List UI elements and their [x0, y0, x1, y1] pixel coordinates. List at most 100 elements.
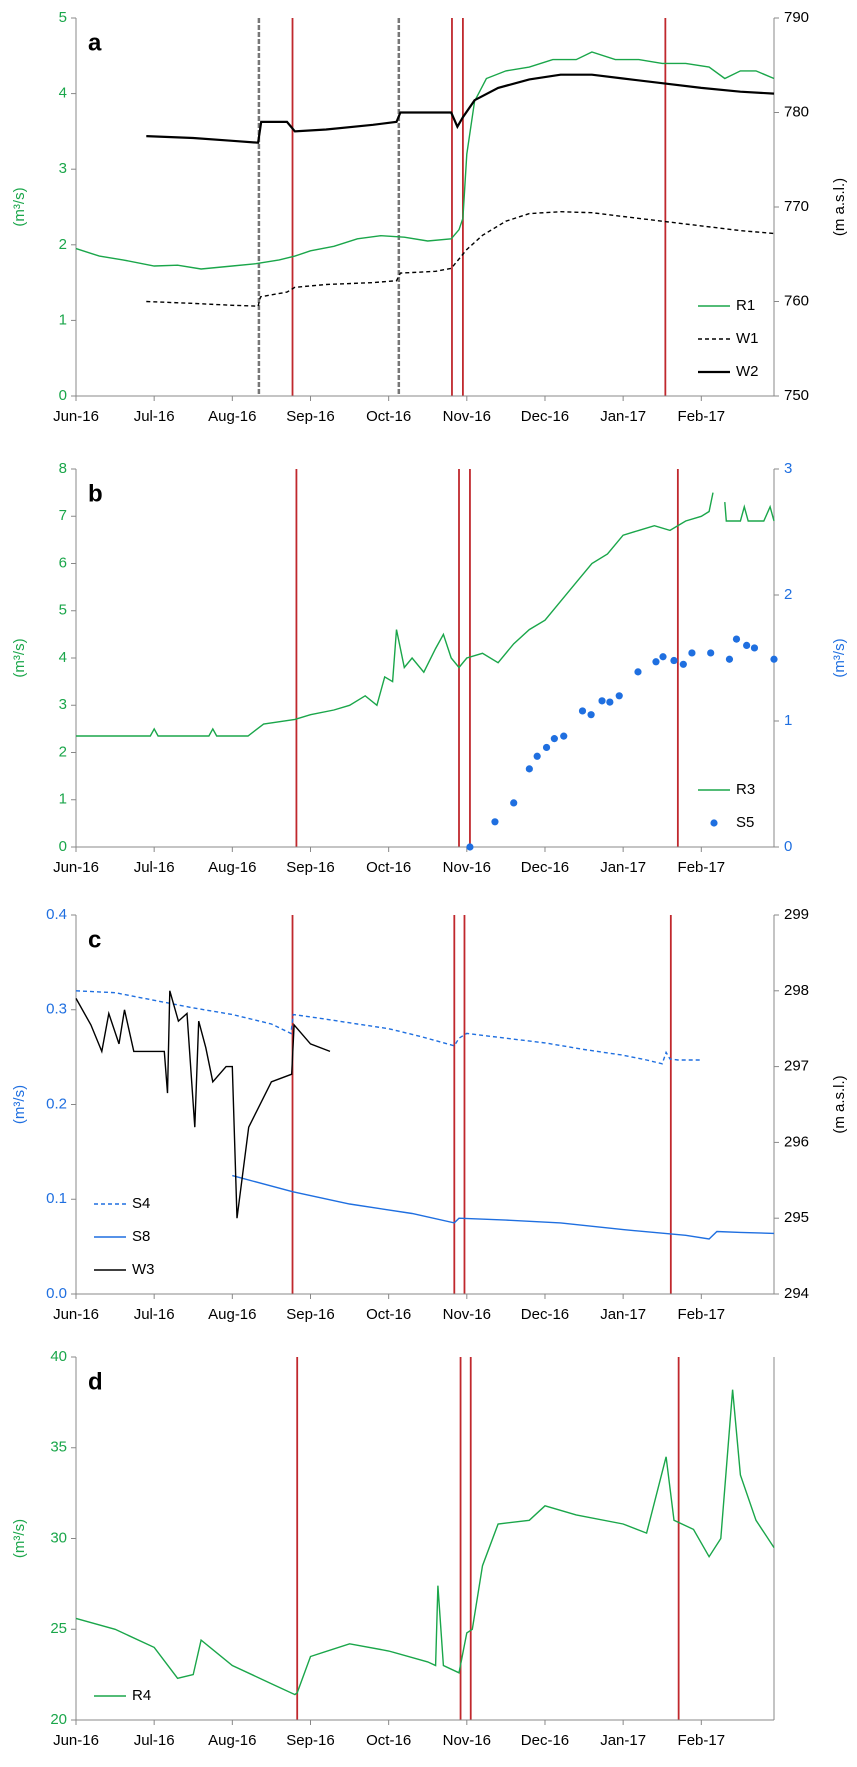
- data-point: [688, 649, 696, 657]
- y2-tick-label: 295: [784, 1209, 809, 1226]
- y-tick-label: 0.0: [46, 1285, 67, 1302]
- data-point: [598, 697, 606, 705]
- y2-tick-label: 294: [784, 1285, 809, 1302]
- x-tick-label: Dec-16: [521, 408, 569, 425]
- panel: 0 1 2 3 4 5 750 760 770 780 790 Jun-16 Jul-16 Aug-16 S…: [11, 9, 848, 425]
- y2-tick-label: 297: [784, 1058, 809, 1075]
- y-tick-label: 5: [59, 602, 67, 619]
- legend-label: W1: [736, 330, 759, 347]
- data-point: [634, 668, 642, 676]
- x-tick-label: Nov-16: [443, 859, 491, 876]
- x-tick-label: Jul-16: [134, 408, 175, 425]
- x-tick-label: Aug-16: [208, 408, 256, 425]
- legend-label: W3: [132, 1261, 155, 1278]
- y2-tick-label: 298: [784, 982, 809, 999]
- data-point: [725, 655, 734, 663]
- data-point: [743, 641, 751, 650]
- x-tick-label: Aug-16: [208, 1306, 256, 1323]
- x-tick-label: Oct-16: [366, 859, 411, 876]
- y2-tick-label: 780: [784, 103, 809, 120]
- data-point: [750, 644, 759, 652]
- data-point: [770, 655, 778, 663]
- series-line: [724, 502, 775, 522]
- data-point: [659, 653, 667, 661]
- x-tick-label: Oct-16: [366, 1306, 411, 1323]
- x-tick-label: Dec-16: [521, 859, 569, 876]
- y-tick-label: 2: [59, 236, 67, 253]
- x-tick-label: Nov-16: [443, 1306, 491, 1323]
- y-tick-label: 8: [59, 460, 67, 477]
- y-tick-label: 0: [59, 838, 67, 855]
- y-tick-label: 0.4: [46, 906, 67, 923]
- y2-axis-title: (m a.s.l.): [831, 178, 848, 236]
- y-tick-label: 0: [59, 387, 67, 404]
- y-tick-label: 1: [59, 791, 67, 808]
- data-point: [606, 698, 614, 706]
- y-tick-label: 20: [50, 1711, 67, 1728]
- data-point: [542, 743, 551, 752]
- y2-tick-label: 750: [784, 387, 809, 404]
- series-line: [75, 1389, 775, 1696]
- data-point: [615, 692, 623, 700]
- y-axis-title: (m³/s): [11, 187, 28, 226]
- legend-label: S5: [736, 814, 754, 831]
- y-tick-label: 25: [50, 1620, 67, 1637]
- x-tick-label: Nov-16: [443, 1732, 491, 1749]
- data-point: [679, 660, 687, 668]
- legend-marker: [710, 819, 718, 827]
- y-tick-label: 0.3: [46, 1001, 67, 1018]
- x-tick-label: Jun-16: [53, 408, 99, 425]
- data-point: [652, 658, 660, 666]
- x-tick-label: Jul-16: [134, 1306, 175, 1323]
- x-tick-label: Jul-16: [134, 1732, 175, 1749]
- panel: 20 25 30 35 40 Jun-16 Jul-16 Aug-16 Sep-16 Oct-16…: [11, 1348, 775, 1749]
- y-tick-label: 3: [59, 696, 67, 713]
- data-point: [587, 711, 595, 719]
- panel-letter: b: [88, 480, 103, 507]
- legend-label: W2: [736, 363, 759, 380]
- x-tick-label: Dec-16: [521, 1732, 569, 1749]
- panel-letter: d: [88, 1368, 103, 1395]
- x-tick-label: Feb-17: [678, 1732, 726, 1749]
- data-point: [578, 707, 587, 715]
- y-tick-label: 3: [59, 160, 67, 177]
- y-tick-label: 0.1: [46, 1190, 67, 1207]
- data-point: [670, 656, 678, 665]
- x-tick-label: Sep-16: [286, 859, 334, 876]
- data-point: [560, 732, 568, 740]
- data-point: [510, 799, 518, 807]
- data-point: [732, 635, 741, 643]
- series-line: [75, 51, 775, 270]
- data-point: [491, 818, 499, 826]
- x-tick-label: Aug-16: [208, 1732, 256, 1749]
- legend-label: R4: [132, 1687, 151, 1704]
- y-axis-title: (m³/s): [11, 1085, 28, 1124]
- y-tick-label: 35: [50, 1439, 67, 1456]
- y2-tick-label: 0: [784, 838, 792, 855]
- panel-letter: a: [88, 29, 102, 56]
- x-tick-label: Jan-17: [600, 408, 646, 425]
- panel: 0.0 0.1 0.2 0.3 0.4 294 295 296 297 298 299 Jun-16 J…: [11, 906, 848, 1323]
- y2-tick-label: 2: [784, 586, 792, 603]
- y2-tick-label: 760: [784, 292, 809, 309]
- y-tick-label: 7: [59, 507, 67, 524]
- series-line: [146, 73, 775, 144]
- y2-tick-label: 770: [784, 198, 809, 215]
- data-point: [707, 649, 715, 657]
- x-tick-label: Sep-16: [286, 1732, 334, 1749]
- x-tick-label: Dec-16: [521, 1306, 569, 1323]
- x-tick-label: Feb-17: [678, 859, 726, 876]
- data-point: [533, 752, 541, 760]
- x-tick-label: Jun-16: [53, 1732, 99, 1749]
- y2-axis-title: (m³/s): [831, 638, 848, 677]
- x-tick-label: Jun-16: [53, 1306, 99, 1323]
- series-line: [75, 990, 702, 1065]
- x-tick-label: Aug-16: [208, 859, 256, 876]
- x-tick-label: Jan-17: [600, 1306, 646, 1323]
- series-line: [75, 990, 331, 1219]
- y-axis-title: (m³/s): [11, 1519, 28, 1558]
- y2-axis-title: (m a.s.l.): [831, 1075, 848, 1133]
- x-tick-label: Oct-16: [366, 1732, 411, 1749]
- y2-tick-label: 299: [784, 906, 809, 923]
